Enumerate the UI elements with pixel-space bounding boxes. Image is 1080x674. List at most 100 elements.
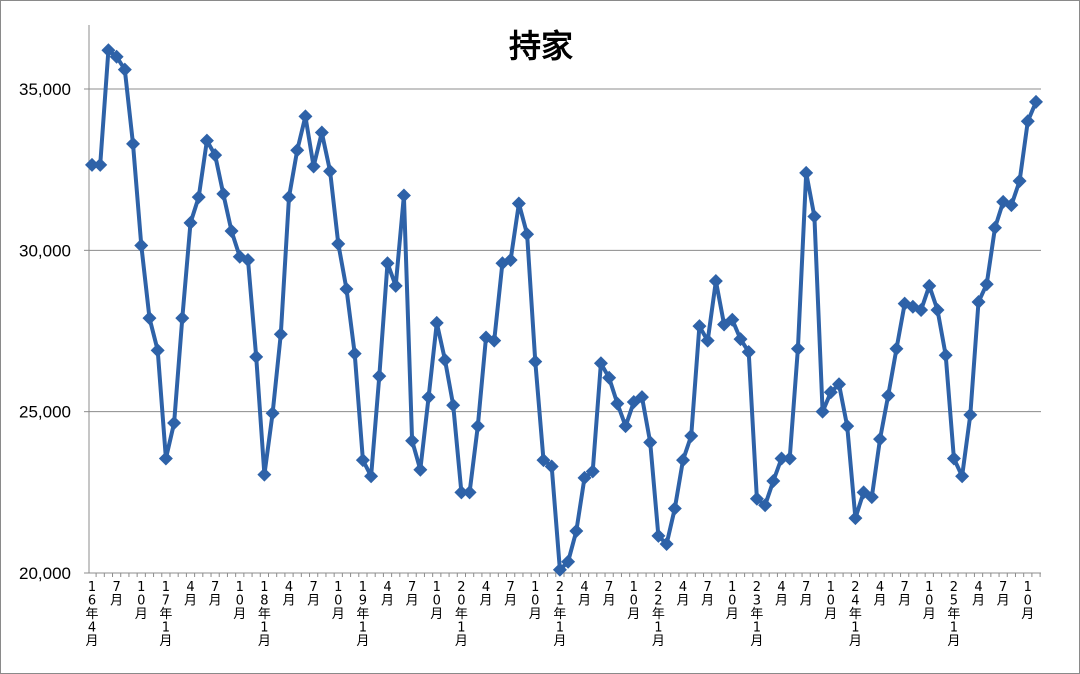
data-point: [831, 377, 846, 392]
data-point: [971, 294, 986, 309]
data-point: [101, 43, 116, 58]
data-point: [528, 354, 543, 369]
data-point: [240, 253, 255, 268]
data-point: [749, 491, 764, 506]
data-point: [298, 109, 313, 124]
axes: [84, 25, 1041, 577]
data-point: [864, 490, 879, 505]
data-point: [536, 453, 551, 468]
data-point: [183, 215, 198, 230]
data-point: [191, 190, 206, 205]
data-point: [667, 501, 682, 516]
series-layer: [85, 43, 1043, 577]
y-tick-label: 35,000: [19, 80, 71, 99]
data-point: [167, 415, 182, 430]
data-point: [372, 369, 387, 384]
data-point: [881, 388, 896, 403]
data-point: [733, 332, 748, 347]
data-point: [396, 188, 411, 203]
data-point: [413, 462, 428, 477]
data-point: [405, 433, 420, 448]
y-tick-label: 30,000: [19, 241, 71, 260]
data-point: [265, 406, 280, 421]
data-point: [569, 524, 584, 539]
data-point: [175, 311, 190, 326]
data-point: [766, 474, 781, 489]
data-point: [117, 62, 132, 77]
data-point: [224, 223, 239, 238]
data-point: [446, 398, 461, 413]
data-point: [437, 353, 452, 368]
data-point: [848, 511, 863, 526]
series-line: [92, 48, 1038, 572]
data-point: [659, 536, 674, 551]
data-point: [643, 435, 658, 450]
data-point: [782, 451, 797, 466]
data-point: [1029, 94, 1043, 109]
data-point: [85, 157, 99, 172]
data-point: [487, 333, 502, 348]
data-point: [602, 370, 617, 385]
data-point: [692, 319, 707, 334]
data-point: [741, 344, 756, 359]
data-point: [109, 49, 124, 64]
data-point: [815, 404, 830, 419]
data-point: [922, 278, 937, 293]
data-point: [807, 209, 822, 224]
data-point: [503, 253, 518, 268]
data-point: [955, 469, 970, 484]
data-point: [355, 453, 370, 468]
data-point: [306, 159, 321, 174]
data-point: [249, 349, 264, 364]
data-point: [126, 136, 141, 151]
data-point: [216, 186, 231, 201]
data-point: [987, 220, 1002, 235]
data-point: [585, 464, 600, 479]
data-point: [421, 390, 436, 405]
data-point: [1012, 173, 1027, 188]
data-point: [134, 238, 149, 253]
data-point: [593, 356, 608, 371]
data-point: [347, 346, 362, 361]
y-axis-tick-labels: 20,000 25,000 30,000 35,000: [19, 80, 71, 583]
data-point: [495, 256, 510, 271]
data-point: [142, 311, 157, 326]
data-point: [380, 256, 395, 271]
data-point: [388, 278, 403, 293]
data-point: [790, 341, 805, 356]
data-point: [93, 157, 108, 172]
data-point: [914, 303, 929, 318]
data-point: [930, 303, 945, 318]
data-point: [758, 498, 773, 513]
data-point: [552, 562, 567, 577]
data-point: [725, 312, 740, 327]
data-point: [963, 407, 978, 422]
